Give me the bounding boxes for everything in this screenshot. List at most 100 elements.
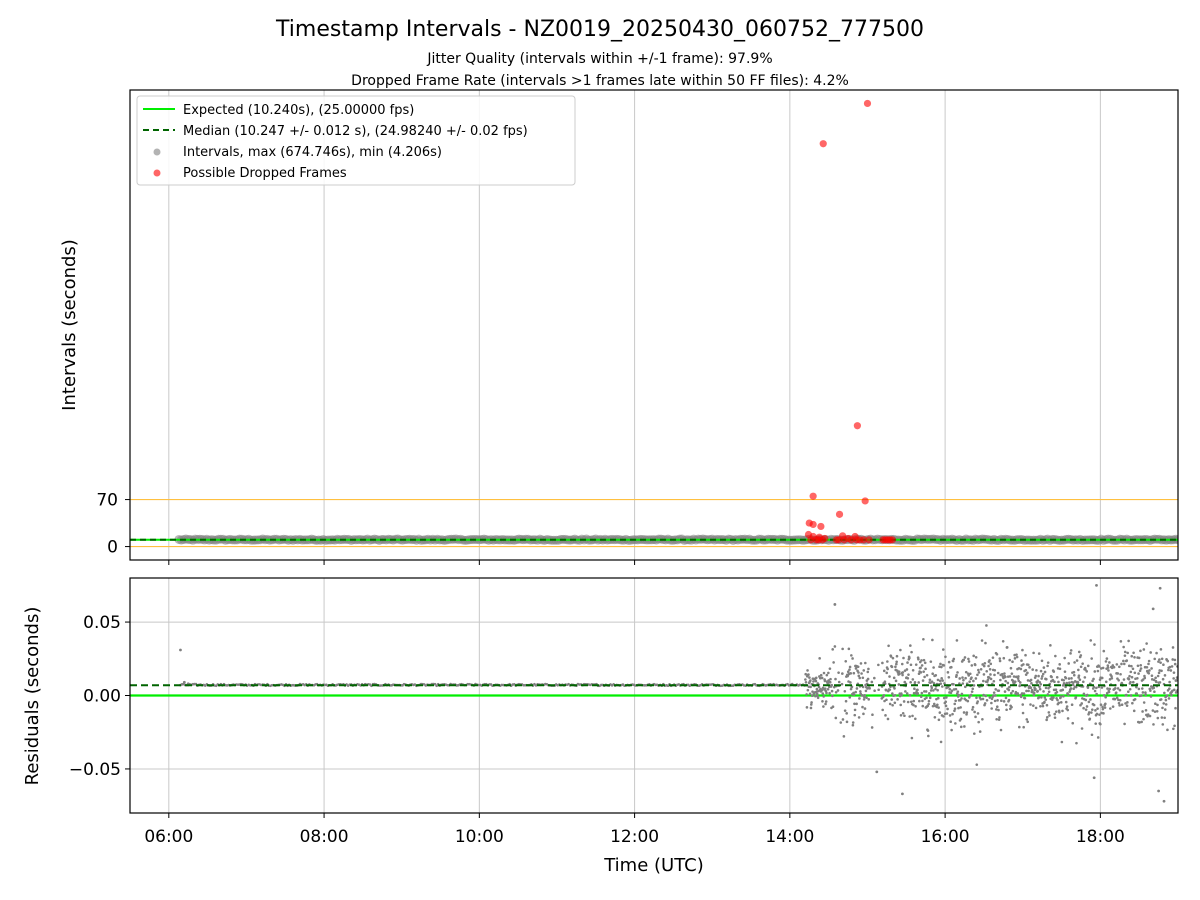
- residual-point: [950, 665, 953, 669]
- residual-point: [1171, 646, 1175, 649]
- residual-point: [1009, 666, 1013, 670]
- residual-point: [923, 661, 927, 665]
- residual-point: [1131, 701, 1134, 705]
- residual-point: [960, 692, 964, 696]
- residual-point: [1031, 704, 1035, 707]
- residual-point: [1062, 695, 1065, 698]
- residual-point: [1149, 689, 1152, 692]
- residual-point: [1133, 698, 1137, 701]
- x-axis-label: Time (UTC): [603, 855, 704, 876]
- intervals-axes-frame: [129, 89, 1179, 561]
- residual-point: [1150, 674, 1154, 677]
- residual-point: [942, 696, 946, 700]
- residual-point: [1010, 672, 1014, 675]
- residual-point: [1152, 678, 1156, 682]
- residual-point: [817, 685, 821, 689]
- residual-point: [1164, 703, 1168, 706]
- residual-point: [953, 702, 957, 706]
- residual-point: [1004, 696, 1008, 700]
- residual-point: [948, 687, 952, 691]
- residual-point: [1153, 710, 1157, 713]
- residual-point: [990, 707, 993, 710]
- residual-point: [1039, 669, 1043, 673]
- legend-intervals-label: Intervals, max (674.746s), min (4.206s): [183, 145, 442, 160]
- residual-point: [1024, 653, 1027, 657]
- residual-point: [887, 644, 890, 648]
- residual-point: [1149, 695, 1153, 698]
- residual-point: [936, 678, 940, 682]
- residual-point: [860, 694, 864, 697]
- residual-point: [952, 683, 955, 686]
- residual-point: [919, 695, 923, 699]
- residual-point: [1127, 664, 1131, 668]
- residual-point: [1053, 716, 1057, 719]
- residual-point: [830, 689, 834, 693]
- residual-point: [848, 665, 852, 669]
- residual-point: [1135, 685, 1138, 689]
- residual-point: [923, 675, 926, 679]
- residual-point: [1067, 693, 1070, 696]
- residual-point: [973, 710, 976, 714]
- residual-point: [918, 699, 921, 703]
- residual-point: [949, 720, 953, 724]
- residual-point: [950, 689, 954, 693]
- residual-point: [827, 679, 830, 682]
- residual-point: [1150, 667, 1153, 670]
- residual-point: [1043, 700, 1046, 704]
- residual-point: [860, 672, 863, 675]
- x-tick-label: 10:00: [455, 827, 504, 847]
- residual-point: [1105, 657, 1109, 660]
- residual-outlier-point: [833, 603, 837, 606]
- residual-point: [907, 673, 910, 676]
- residual-point: [932, 702, 936, 706]
- residual-point: [958, 677, 962, 680]
- residual-point: [864, 661, 867, 665]
- residual-point: [1032, 691, 1036, 695]
- residual-point: [897, 670, 901, 673]
- residual-point: [1102, 712, 1105, 715]
- legend-median-label: Median (10.247 +/- 0.012 s), (24.98240 +…: [183, 124, 528, 139]
- residual-point: [1122, 662, 1126, 666]
- residual-point: [1090, 657, 1093, 660]
- legend-box: [136, 95, 576, 186]
- dropped-frame-point: [835, 510, 844, 518]
- residual-point: [938, 679, 942, 683]
- residual-point: [911, 714, 914, 718]
- residual-point: [1140, 720, 1143, 724]
- residual-point: [929, 660, 933, 663]
- residual-point: [1074, 695, 1078, 699]
- residual-point: [931, 672, 934, 676]
- residual-point: [909, 644, 912, 647]
- residual-point: [1149, 651, 1152, 654]
- residual-point: [1058, 710, 1061, 714]
- residual-point: [1157, 671, 1161, 675]
- residual-point: [1094, 709, 1097, 712]
- residual-point: [1046, 664, 1049, 668]
- residual-point: [812, 680, 815, 683]
- residual-point: [841, 647, 844, 651]
- residual-point: [1143, 665, 1147, 669]
- residual-point: [1029, 703, 1032, 706]
- residual-point: [849, 681, 852, 684]
- residual-point: [1095, 712, 1099, 716]
- residual-point: [1025, 718, 1029, 721]
- residual-outlier-point: [179, 648, 182, 652]
- residual-point: [1023, 696, 1027, 700]
- residual-point: [936, 696, 940, 700]
- residual-point: [982, 679, 985, 683]
- residual-point: [1155, 651, 1158, 655]
- residual-point: [836, 689, 840, 692]
- residual-outlier-point: [1158, 586, 1162, 590]
- residual-point: [1101, 666, 1105, 670]
- dropped-frame-point: [835, 536, 843, 544]
- residual-point: [1019, 667, 1023, 671]
- residual-point: [993, 668, 997, 672]
- residual-point: [901, 671, 905, 674]
- residuals-x-ticks: 06:00 08:00 10:00 12:00 14:00 16:00 18:00: [144, 813, 1125, 847]
- residual-point: [1006, 681, 1010, 685]
- residual-point: [1083, 676, 1087, 679]
- residual-point: [988, 668, 992, 671]
- residual-point: [1151, 709, 1155, 712]
- dropped-frame-point: [809, 492, 817, 500]
- residual-point: [891, 692, 894, 695]
